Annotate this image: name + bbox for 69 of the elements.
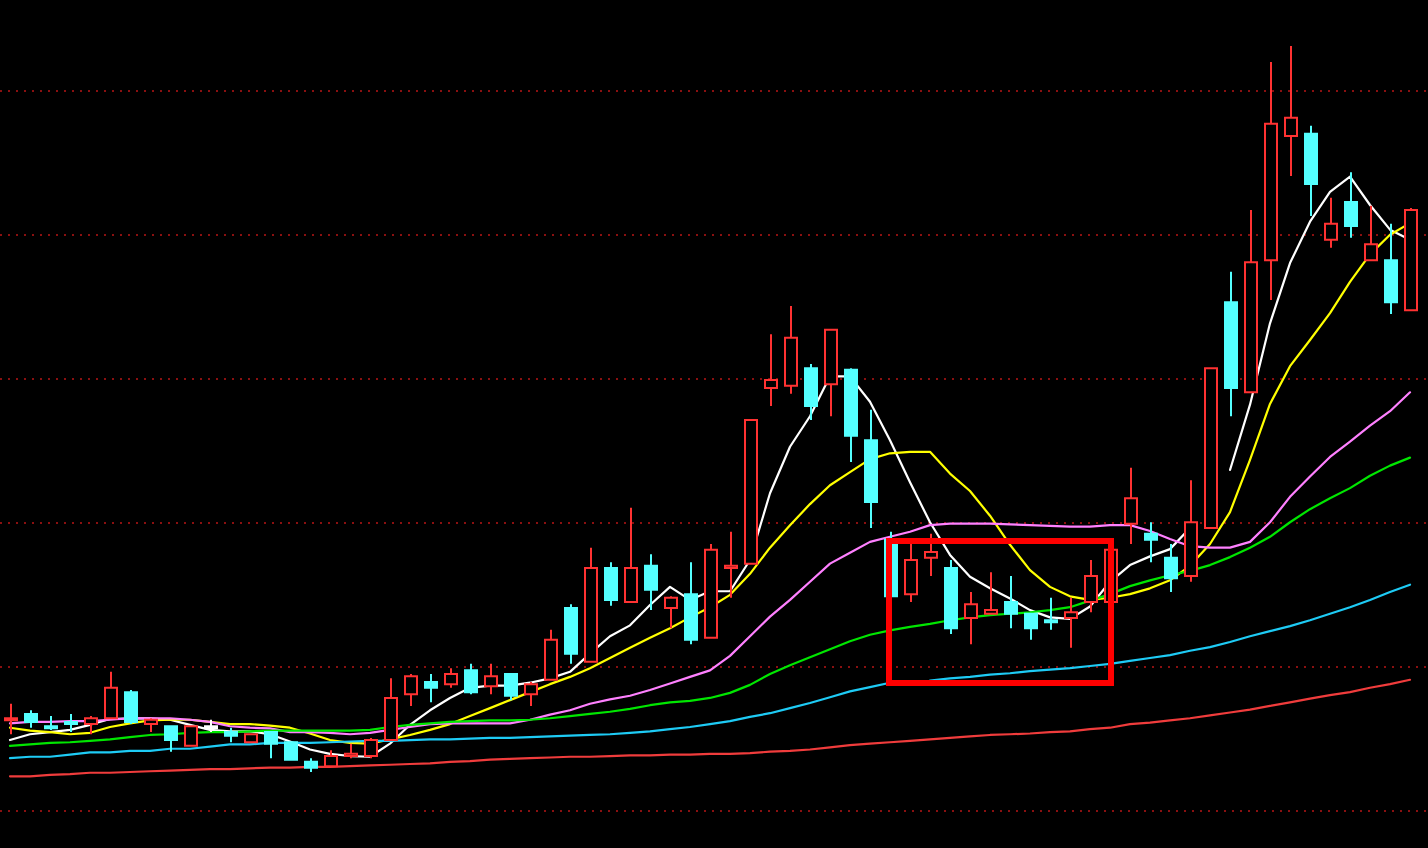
candlestick <box>844 367 858 463</box>
candlestick <box>1244 209 1258 394</box>
candlestick <box>544 628 558 681</box>
candlestick <box>684 561 698 646</box>
candlestick <box>1064 596 1078 649</box>
candlestick <box>964 590 978 646</box>
candlestick <box>1044 596 1058 631</box>
candlestick <box>144 717 158 734</box>
candlestick <box>264 731 278 760</box>
candlestick <box>664 595 678 630</box>
candlestick <box>864 408 878 530</box>
candlestick <box>404 672 418 707</box>
candlestick <box>304 757 318 773</box>
candlestick <box>24 709 38 729</box>
candlestick <box>1164 543 1178 593</box>
candlestick <box>244 733 258 744</box>
candlestick <box>984 571 998 615</box>
candlestick <box>704 543 718 639</box>
candlestick <box>4 702 18 736</box>
candlestick <box>64 712 78 734</box>
candlestick <box>924 532 938 577</box>
candlestick <box>1264 60 1278 302</box>
candlestick <box>784 304 798 395</box>
candlestick <box>1084 559 1098 614</box>
candlestick <box>1184 479 1198 583</box>
candlestick <box>1004 574 1018 630</box>
candlestick <box>764 333 778 408</box>
candlestick <box>1124 466 1138 546</box>
candlestick <box>524 680 538 707</box>
candlestick <box>724 530 738 599</box>
candlestick <box>904 543 918 604</box>
candlestick <box>464 662 478 696</box>
candlestick <box>824 328 838 418</box>
candlestick <box>1024 612 1038 641</box>
candlestick <box>1364 204 1378 262</box>
candlestick <box>644 553 658 612</box>
candlestick <box>364 736 378 760</box>
candlestick <box>284 741 298 761</box>
candlestick <box>324 749 338 768</box>
candlestick <box>1324 196 1338 249</box>
candlestick <box>124 688 138 726</box>
candlestick <box>164 725 178 753</box>
candlestick <box>424 672 438 704</box>
candlestick <box>444 667 458 689</box>
candlestick <box>104 670 118 720</box>
candlestick <box>84 715 98 736</box>
candlestick <box>344 742 358 760</box>
candlestick <box>1204 367 1218 530</box>
candlestick <box>1384 222 1398 315</box>
candlestick <box>1284 45 1298 177</box>
candlestick <box>1344 171 1358 239</box>
candlestick <box>184 725 198 747</box>
candlestick <box>604 561 618 607</box>
candlestick <box>204 718 218 734</box>
candlestick <box>1404 206 1418 312</box>
candlestick <box>1224 270 1238 418</box>
candlestick <box>224 726 238 744</box>
candlestick <box>1304 124 1318 217</box>
candlestick <box>384 677 398 742</box>
candlestick <box>804 362 818 421</box>
candlestick <box>484 662 498 696</box>
candlestick <box>944 559 958 636</box>
candlestick <box>744 418 758 565</box>
candlestick <box>44 715 58 731</box>
candlestick <box>1144 521 1158 564</box>
candlestick <box>564 603 578 665</box>
candlestick <box>584 546 598 663</box>
candlestick <box>624 506 638 604</box>
candlestick <box>504 672 518 702</box>
